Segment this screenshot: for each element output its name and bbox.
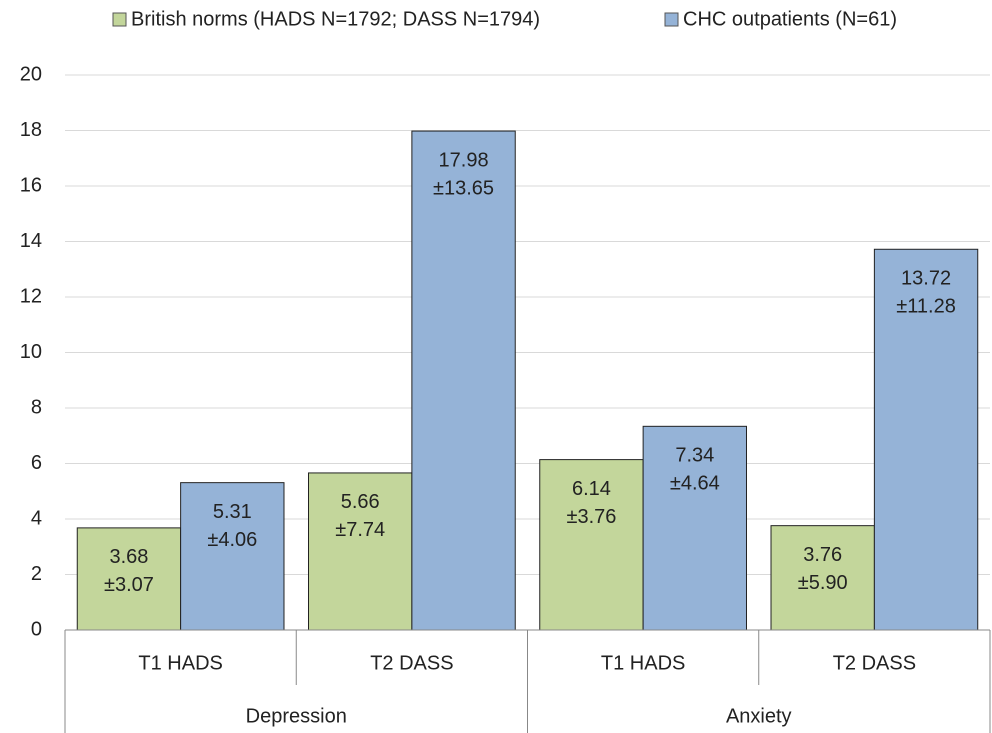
bar bbox=[180, 482, 285, 631]
value-label: 6.14 bbox=[572, 478, 611, 500]
y-tick-label: 2 bbox=[31, 563, 42, 585]
bar bbox=[411, 130, 516, 631]
legend-swatch bbox=[112, 12, 127, 27]
bar bbox=[76, 527, 182, 631]
error-label: ±3.07 bbox=[104, 574, 154, 596]
value-label: 17.98 bbox=[439, 149, 489, 171]
bar bbox=[770, 525, 875, 631]
error-label: ±13.65 bbox=[433, 177, 494, 199]
x-tick-label: T1 HADS bbox=[138, 652, 222, 674]
y-tick-label: 16 bbox=[20, 174, 42, 196]
group-label: Anxiety bbox=[726, 705, 792, 727]
value-label: 5.66 bbox=[341, 491, 380, 513]
y-tick-label: 10 bbox=[20, 341, 42, 363]
y-tick-label: 18 bbox=[20, 119, 42, 141]
legend-label: British norms (HADS N=1792; DASS N=1794) bbox=[131, 8, 540, 30]
y-tick-label: 12 bbox=[20, 285, 42, 307]
value-label: 13.72 bbox=[901, 268, 951, 290]
bar bbox=[873, 248, 979, 631]
error-label: ±11.28 bbox=[896, 296, 956, 318]
value-label: 3.68 bbox=[109, 546, 148, 568]
y-tick-label: 6 bbox=[31, 452, 42, 474]
y-tick-label: 20 bbox=[20, 63, 42, 85]
legend-swatch bbox=[664, 12, 679, 27]
y-tick-label: 14 bbox=[20, 230, 42, 252]
value-label: 5.31 bbox=[213, 501, 252, 523]
x-tick-label: T2 DASS bbox=[833, 652, 916, 674]
group-label: Depression bbox=[246, 705, 347, 727]
bar bbox=[539, 459, 644, 631]
y-tick-label: 4 bbox=[31, 507, 42, 529]
error-label: ±4.06 bbox=[207, 529, 257, 551]
x-tick-label: T1 HADS bbox=[601, 652, 685, 674]
error-label: ±3.76 bbox=[566, 506, 616, 528]
value-label: 3.76 bbox=[803, 544, 842, 566]
y-tick-label: 0 bbox=[31, 618, 42, 640]
error-label: ±4.64 bbox=[670, 473, 720, 495]
legend-label: CHC outpatients (N=61) bbox=[683, 8, 897, 30]
y-tick-label: 8 bbox=[31, 396, 42, 418]
bar bbox=[642, 425, 747, 631]
bar bbox=[308, 472, 413, 631]
error-label: ±7.74 bbox=[335, 519, 385, 541]
error-label: ±5.90 bbox=[798, 572, 848, 594]
value-label: 7.34 bbox=[675, 445, 714, 467]
x-tick-label: T2 DASS bbox=[370, 652, 453, 674]
